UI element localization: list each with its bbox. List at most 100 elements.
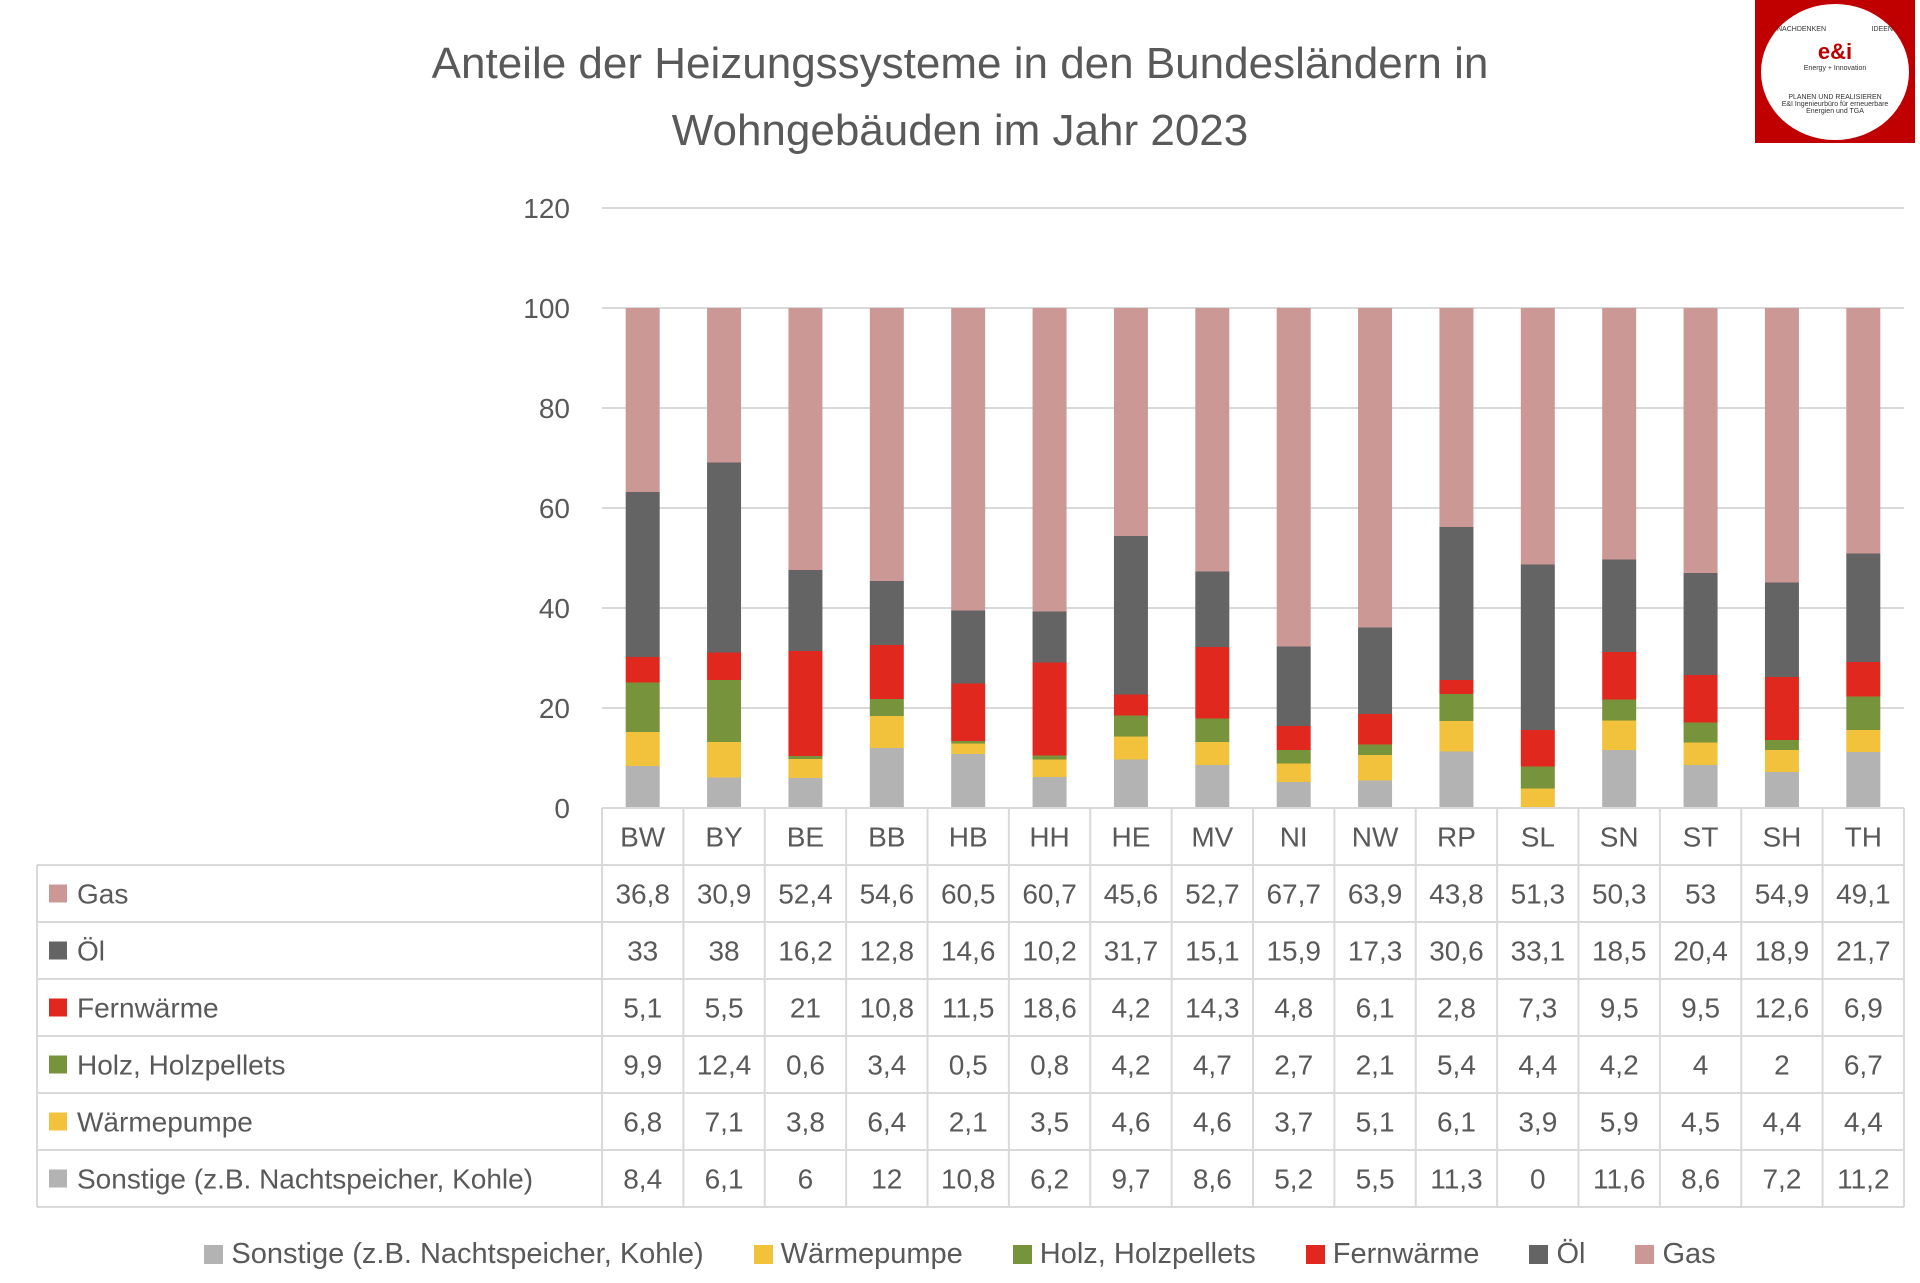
bar-segment: [625, 657, 660, 683]
bar-segment: [1846, 752, 1881, 808]
data-label: 33: [627, 936, 658, 967]
data-label: 15,1: [1185, 936, 1240, 967]
bar-segment: [1846, 553, 1881, 662]
logo-tagline: Energy + Innovation: [1803, 65, 1867, 72]
legend-swatch: [204, 1245, 224, 1264]
data-label: 4,2: [1111, 1050, 1150, 1081]
x-category-label: NW: [1352, 822, 1399, 853]
data-label: 5,1: [623, 993, 662, 1024]
legend-label: Sonstige (z.B. Nachtspeicher, Kohle): [231, 1238, 704, 1270]
x-category-label: SH: [1762, 822, 1801, 853]
data-label: 4,4: [1844, 1107, 1883, 1138]
data-label: 36,8: [615, 879, 670, 910]
data-label: 3,4: [867, 1050, 906, 1081]
table-legend-key: [49, 884, 67, 903]
bar-segment: [869, 748, 904, 808]
bar-segment: [1358, 714, 1393, 745]
data-label: 51,3: [1511, 879, 1566, 910]
bar-segment: [1602, 308, 1637, 560]
data-label: 7,1: [705, 1107, 744, 1138]
legend-item: Öl: [1529, 1238, 1585, 1271]
bar-segment: [1276, 646, 1311, 726]
data-label: 4,4: [1762, 1107, 1801, 1138]
data-label: 53: [1685, 879, 1716, 910]
company-logo: NACHDENKEN IDEEN e&i Energy + Innovation…: [1755, 0, 1915, 143]
table-row-label: Fernwärme: [77, 993, 219, 1024]
data-label: 0: [1530, 1164, 1546, 1195]
x-category-label: HE: [1111, 822, 1150, 853]
data-label: 8,6: [1193, 1164, 1232, 1195]
data-label: 6,2: [1030, 1164, 1069, 1195]
data-label: 6: [798, 1164, 814, 1195]
x-category-label: BW: [620, 822, 666, 853]
data-label: 6,1: [705, 1164, 744, 1195]
legend-label: Wärmepumpe: [780, 1238, 963, 1270]
bar-segment: [1683, 742, 1718, 765]
table-legend-key: [49, 998, 67, 1017]
legend-swatch: [753, 1245, 773, 1264]
data-label: 5,9: [1600, 1107, 1639, 1138]
bar-segment: [1195, 571, 1230, 647]
data-label: 6,9: [1844, 993, 1883, 1024]
bar-segment: [1439, 751, 1474, 808]
data-label: 6,1: [1437, 1107, 1476, 1138]
table-row-label: Wärmepumpe: [77, 1107, 253, 1138]
data-label: 5,2: [1274, 1164, 1313, 1195]
data-label: 67,7: [1266, 879, 1321, 910]
legend-item: Holz, Holzpellets: [1012, 1238, 1256, 1271]
bar-segment: [788, 759, 823, 778]
data-label: 38: [708, 936, 739, 967]
legend-label: Fernwärme: [1332, 1238, 1480, 1270]
bar-segment: [1683, 722, 1718, 743]
bar-segment: [1439, 308, 1474, 527]
x-category-label: TH: [1845, 822, 1882, 853]
data-label: 52,7: [1185, 879, 1240, 910]
bar-segment: [1520, 308, 1555, 565]
data-label: 12: [871, 1164, 902, 1195]
bar-segment: [869, 716, 904, 748]
data-label: 11,6: [1593, 1164, 1645, 1195]
bar-segment: [951, 743, 986, 754]
data-label: 12,8: [860, 936, 915, 967]
bar-segment: [788, 651, 823, 756]
bar-segment: [707, 308, 742, 463]
x-category-label: BY: [705, 822, 743, 853]
legend: Sonstige (z.B. Nachtspeicher, Kohle) Wärm…: [0, 1238, 1920, 1271]
logo-text-left: NACHDENKEN: [1777, 26, 1827, 33]
y-tick-label: 40: [539, 593, 570, 624]
data-label: 20,4: [1673, 936, 1728, 967]
data-label: 9,5: [1681, 993, 1720, 1024]
data-label: 45,6: [1104, 879, 1159, 910]
legend-swatch: [1635, 1245, 1655, 1264]
bar-segment: [1683, 675, 1718, 723]
bar-segment: [707, 462, 742, 653]
bar-segment: [1358, 744, 1393, 755]
data-label: 54,9: [1755, 879, 1810, 910]
x-category-label: HH: [1029, 822, 1069, 853]
data-label: 14,6: [941, 936, 996, 967]
data-label: 12,6: [1755, 993, 1810, 1024]
bar-segment: [1764, 772, 1799, 808]
x-category-label: BE: [787, 822, 824, 853]
bar-segment: [1113, 308, 1148, 536]
logo-line-1: PLANEN UND REALISIEREN: [1788, 94, 1882, 101]
bar-segment: [707, 777, 742, 808]
data-label: 3,7: [1274, 1107, 1313, 1138]
bar-segment: [1520, 730, 1555, 767]
data-label: 50,3: [1592, 879, 1647, 910]
data-label: 4: [1693, 1050, 1709, 1081]
data-label: 2,8: [1437, 993, 1476, 1024]
bar-segment: [707, 652, 742, 680]
bar-segment: [625, 766, 660, 808]
bar-segment: [1358, 308, 1393, 628]
data-label: 49,1: [1836, 879, 1891, 910]
data-label: 60,7: [1022, 879, 1077, 910]
bar-segment: [951, 683, 986, 741]
bar-segment: [1113, 694, 1148, 716]
bar-segment: [869, 581, 904, 645]
data-label: 4,5: [1681, 1107, 1720, 1138]
data-label: 18,9: [1755, 936, 1810, 967]
bar-segment: [1032, 308, 1067, 612]
bar-segment: [1032, 759, 1067, 777]
x-category-label: ST: [1683, 822, 1719, 853]
